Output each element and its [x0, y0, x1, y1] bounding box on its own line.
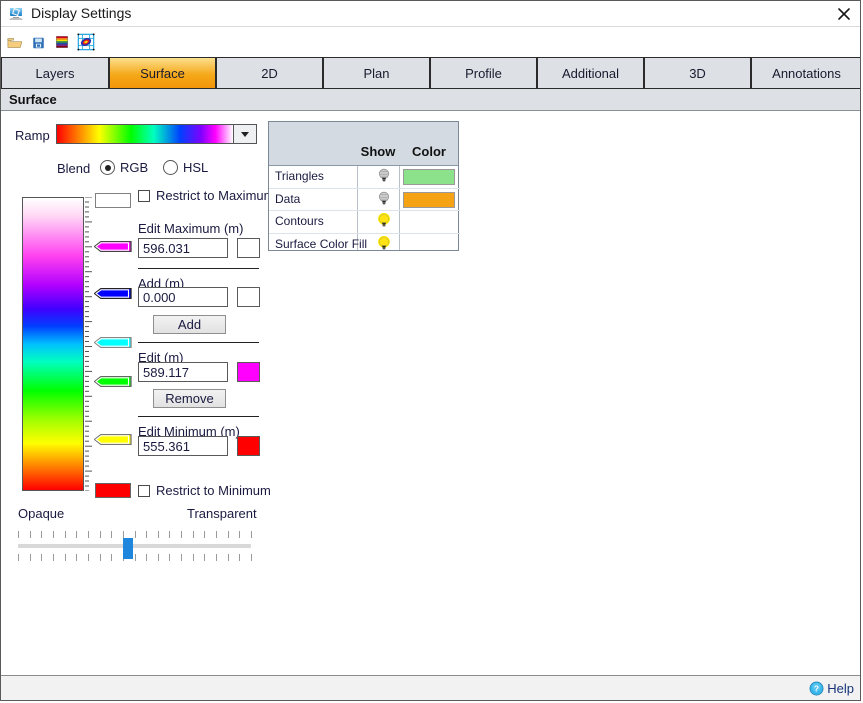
svg-text:?: ? [814, 684, 819, 694]
